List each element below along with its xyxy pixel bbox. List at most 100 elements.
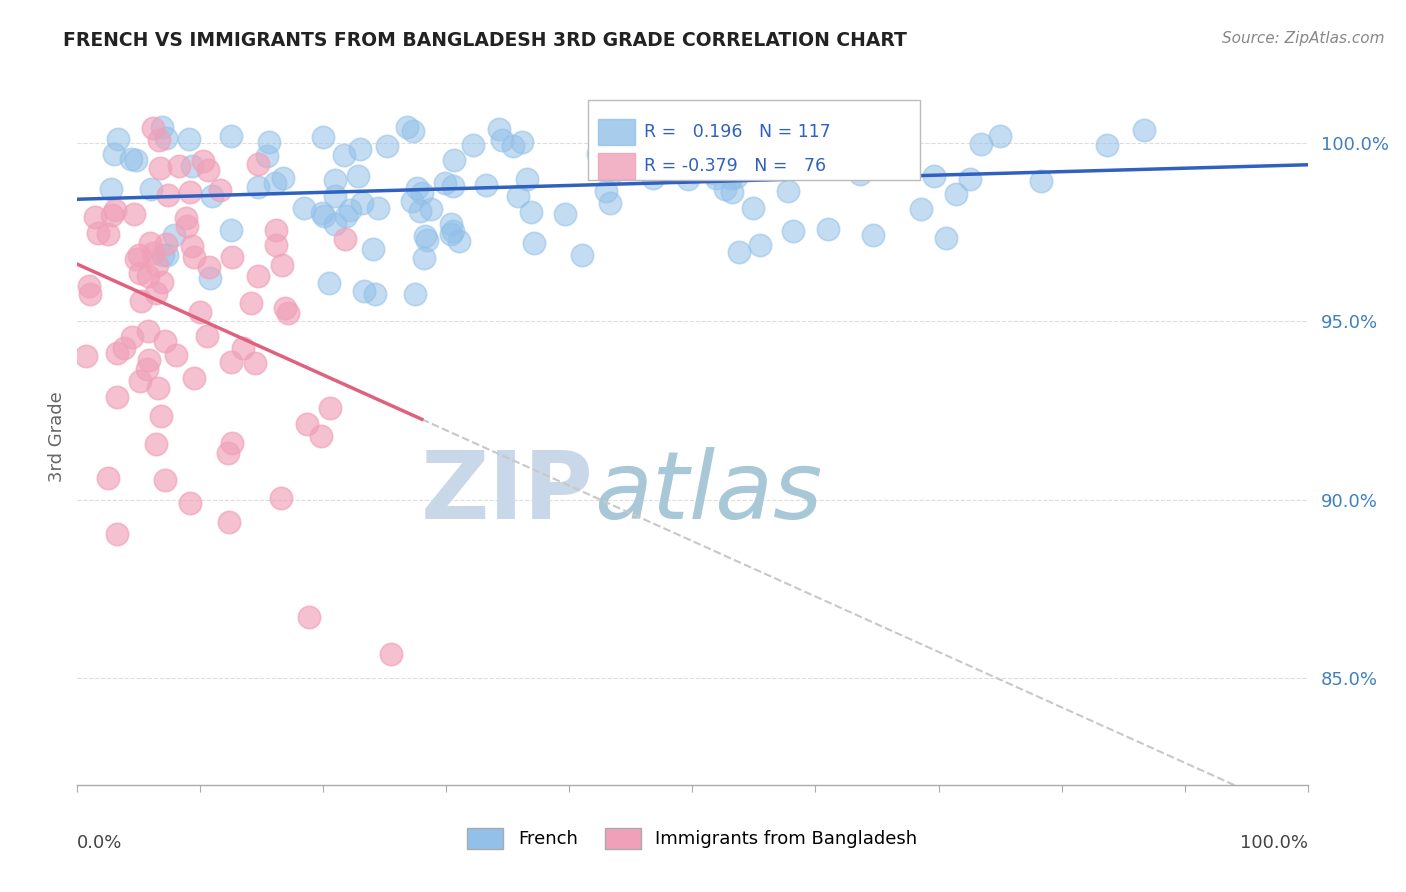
Point <box>349 142 371 156</box>
Point <box>221 250 243 264</box>
Point <box>101 209 124 223</box>
Point <box>217 446 239 460</box>
Point <box>155 131 177 145</box>
Point <box>138 353 160 368</box>
Point <box>112 341 135 355</box>
Point <box>586 147 609 161</box>
Point <box>197 260 219 274</box>
Point <box>447 234 470 248</box>
Point <box>748 238 770 252</box>
Point <box>411 186 433 200</box>
Point <box>721 186 744 200</box>
Point <box>1097 138 1119 153</box>
Point <box>257 135 280 149</box>
Point <box>87 226 110 240</box>
Point <box>396 120 419 135</box>
Point <box>782 224 804 238</box>
Point <box>292 202 315 216</box>
Point <box>443 153 465 167</box>
Point <box>152 275 174 289</box>
Point <box>776 184 799 198</box>
Point <box>273 171 295 186</box>
Point <box>969 136 991 151</box>
Point <box>714 182 737 196</box>
Point <box>311 206 333 220</box>
Point <box>105 527 128 541</box>
Point <box>669 137 692 152</box>
Point <box>375 138 398 153</box>
Point <box>271 258 294 272</box>
Point <box>346 169 368 183</box>
Point <box>380 647 402 661</box>
Point <box>100 182 122 196</box>
Point <box>183 371 205 385</box>
Point <box>475 178 498 193</box>
Point <box>121 330 143 344</box>
Point <box>136 269 159 284</box>
Point <box>149 161 172 176</box>
Point <box>200 271 222 285</box>
Point <box>232 341 254 355</box>
Point <box>125 252 148 266</box>
Point <box>433 176 456 190</box>
Point <box>817 222 839 236</box>
Text: 0.0%: 0.0% <box>77 834 122 852</box>
Point <box>325 217 347 231</box>
Point <box>240 295 263 310</box>
Point <box>167 160 190 174</box>
Point <box>208 184 231 198</box>
Point <box>598 140 620 154</box>
Text: ZIP: ZIP <box>422 447 595 539</box>
Point <box>264 237 287 252</box>
Point <box>353 284 375 298</box>
Point <box>105 345 128 359</box>
Point <box>152 248 174 262</box>
Point <box>142 246 165 260</box>
Point <box>922 169 945 184</box>
Point <box>136 362 159 376</box>
Point <box>643 171 665 186</box>
Point <box>75 349 97 363</box>
Point <box>595 184 617 198</box>
Point <box>617 121 640 136</box>
Point <box>104 203 127 218</box>
Point <box>163 227 186 242</box>
Point <box>177 132 200 146</box>
Point <box>142 120 165 135</box>
Point <box>219 355 242 369</box>
Point <box>339 203 361 218</box>
Point <box>148 133 170 147</box>
Point <box>243 356 266 370</box>
Point <box>412 252 434 266</box>
Point <box>361 242 384 256</box>
Point <box>150 120 173 134</box>
Point <box>79 287 101 301</box>
Point <box>247 180 270 194</box>
Point <box>727 245 749 260</box>
Legend: French, Immigrants from Bangladesh: French, Immigrants from Bangladesh <box>460 821 925 856</box>
Point <box>959 172 981 186</box>
Point <box>122 207 145 221</box>
Point <box>441 178 464 193</box>
Point <box>165 348 187 362</box>
Point <box>264 223 287 237</box>
Point <box>191 154 214 169</box>
Point <box>724 169 747 184</box>
Point <box>129 266 152 280</box>
Point <box>128 375 150 389</box>
Point <box>145 285 167 300</box>
Point <box>596 120 619 135</box>
Point <box>709 158 731 172</box>
Point <box>599 195 621 210</box>
Point <box>323 173 346 187</box>
Text: atlas: atlas <box>595 447 823 538</box>
Point <box>415 234 437 248</box>
Point <box>988 128 1011 143</box>
Point <box>333 232 356 246</box>
Point <box>179 496 201 510</box>
Y-axis label: 3rd Grade: 3rd Grade <box>48 392 66 483</box>
Point <box>120 152 142 166</box>
Text: 100.0%: 100.0% <box>1240 834 1308 852</box>
Point <box>155 334 177 349</box>
Point <box>318 401 340 415</box>
